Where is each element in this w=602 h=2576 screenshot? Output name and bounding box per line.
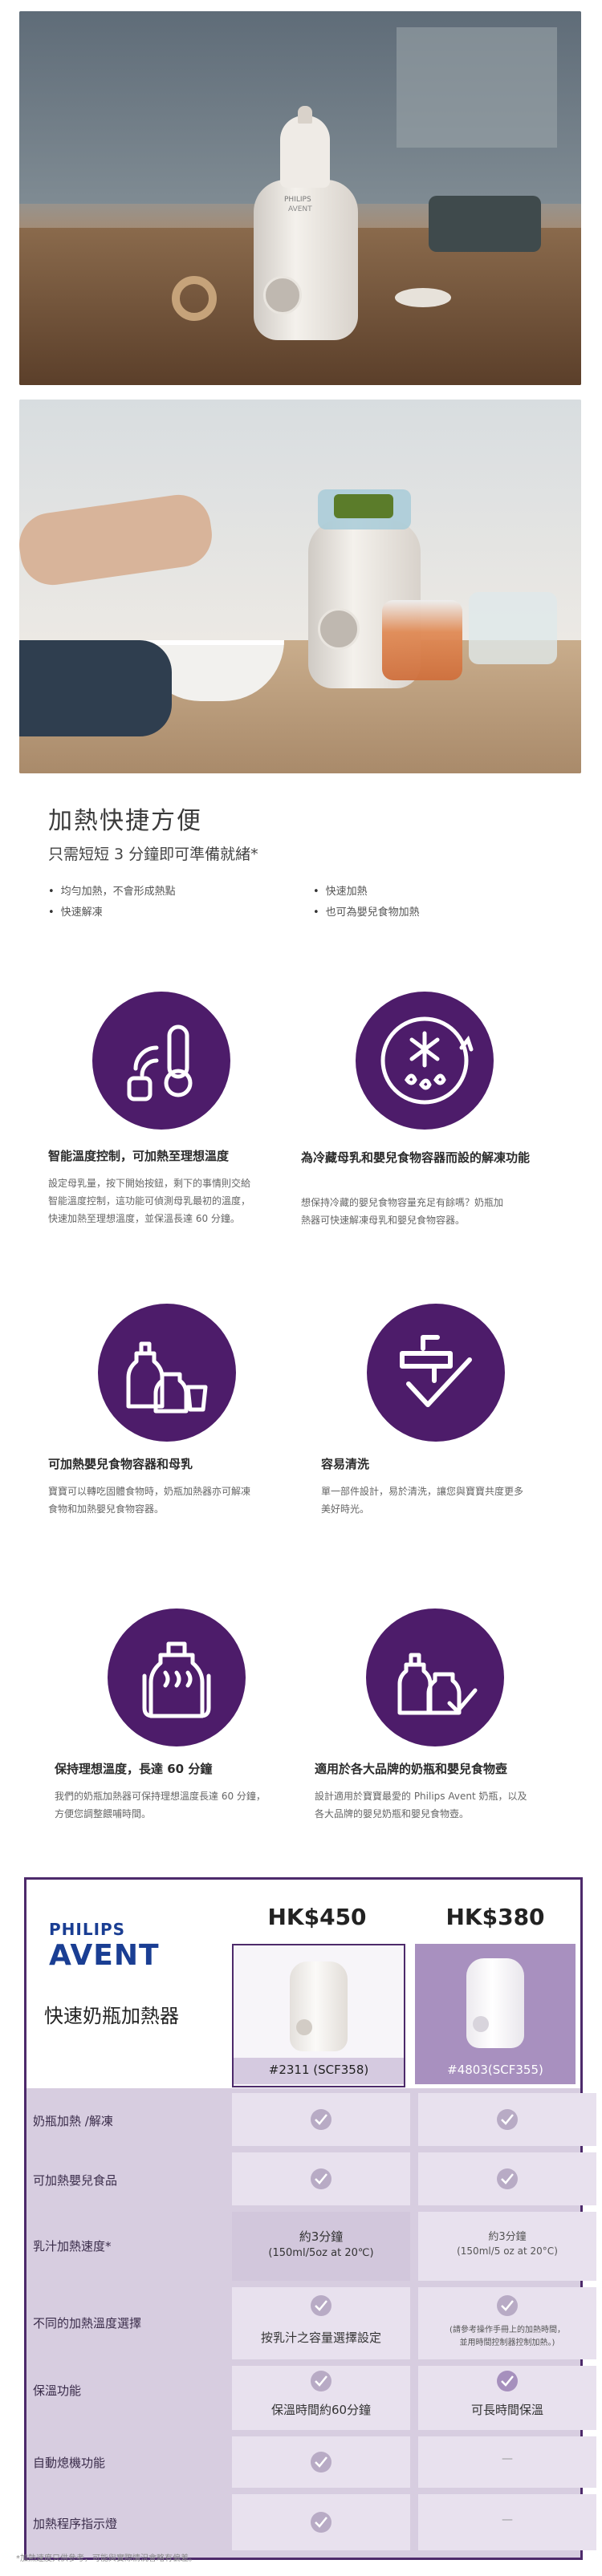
product-a-header: HK$450 #2311 (SCF358) xyxy=(224,1880,410,2088)
keep-warm-a: 保溫時間約60分鐘 xyxy=(270,2403,372,2417)
row-label: 加熱程序指示燈 xyxy=(33,2517,118,2531)
temp-select-b: (請參考操作手冊上的加熱時間， xyxy=(449,2326,565,2335)
feature-desc: 設計適用於寶寶最愛的 Philips Avent 奶瓶，以及 各大品牌的嬰兒奶瓶和… xyxy=(315,1791,527,1819)
check-icon xyxy=(311,2168,332,2189)
bullet-item: 均勻加熱，不會形成熱點 xyxy=(48,882,176,898)
product-sub-label: AVENT xyxy=(288,205,312,213)
speed-note-b: (150ml/5 oz at 20°C) xyxy=(457,2245,558,2257)
not-available-mark: — xyxy=(502,2452,513,2465)
feature-title: 可加熱嬰兒食物容器和母乳 xyxy=(48,1457,193,1471)
check-icon xyxy=(311,2371,332,2391)
brand-header-cell: PHILIPS AVENT 快速奶瓶加熱器 xyxy=(26,1880,224,2088)
comparison-table: PHILIPS AVENT 快速奶瓶加熱器 HK$450 #2311 (SCF3… xyxy=(24,1877,596,2560)
check-icon xyxy=(311,2452,332,2473)
intro-subtitle: 只需短短 3 分鐘即可準備就緒* xyxy=(48,846,258,863)
thermometer-icon xyxy=(92,992,230,1130)
product-a-model: #2311 (SCF358) xyxy=(268,2063,369,2077)
brand-avent-logo: AVENT xyxy=(49,1939,160,1972)
product-b-header: HK$380 #4803(SCF355) xyxy=(410,1880,580,2088)
bottle-check-icon xyxy=(366,1608,504,1746)
check-icon xyxy=(497,2168,518,2189)
product-a-price: HK$450 xyxy=(267,1904,367,1930)
hero-photo-kitchen: PHILIPS AVENT xyxy=(19,11,581,385)
footnote: *加熱速度只供參考，可能與實際情況會略有偏差。 xyxy=(16,2554,197,2563)
defrost-icon xyxy=(356,992,494,1130)
table-row: 保溫功能 保溫時間約60分鐘 可長時間保溫 xyxy=(26,2366,596,2430)
table-row: 乳汁加熱速度* 約3分鐘 (150ml/5oz at 20℃) 約3分鐘 (15… xyxy=(26,2212,596,2281)
table-row: 自動熄機功能 — xyxy=(26,2436,596,2488)
product-b-image: #4803(SCF355) xyxy=(415,1944,576,2084)
check-icon xyxy=(497,2295,518,2316)
row-label: 不同的加熱溫度選擇 xyxy=(33,2316,142,2331)
check-icon xyxy=(311,2109,332,2130)
speed-value-a: 約3分鐘 xyxy=(299,2229,344,2244)
table-row: 加熱程序指示燈 — xyxy=(26,2494,596,2550)
temp-select-b-note: 並用時間控制器控制加熱。) xyxy=(459,2339,555,2347)
speed-value-b: 約3分鐘 xyxy=(488,2231,527,2243)
check-icon xyxy=(311,2295,332,2316)
product-a-image: #2311 (SCF358) xyxy=(232,1944,405,2087)
row-label: 可加熱嬰兒食品 xyxy=(33,2173,118,2188)
check-icon xyxy=(311,2512,332,2533)
row-label: 自動熄機功能 xyxy=(33,2456,106,2470)
feature-title: 容易清洗 xyxy=(321,1457,370,1471)
not-available-mark: — xyxy=(502,2513,513,2526)
feature-desc: 我們的奶瓶加熱器可保持理想溫度長達 60 分鐘， 方便您調整餵哺時間。 xyxy=(55,1791,266,1819)
product-brand-label: PHILIPS xyxy=(284,196,311,204)
feature-desc: 單一部件設計，易於清洗，讓您與寶寶共度更多 美好時光。 xyxy=(321,1486,524,1515)
feature-title: 適用於各大品牌的奶瓶和嬰兒食物壺 xyxy=(315,1762,508,1776)
feature-title: 為冷藏母乳和嬰兒食物容器而設的解凍功能 xyxy=(301,1150,531,1165)
table-row: 不同的加熱溫度選擇 按乳汁之容量選擇設定 (請參考操作手冊上的加熱時間， 並用時… xyxy=(26,2287,596,2359)
keep-warm-b: 可長時間保溫 xyxy=(470,2403,543,2417)
product-b-price: HK$380 xyxy=(445,1904,545,1930)
feature-title: 智能溫度控制，可加熱至理想溫度 xyxy=(48,1149,230,1163)
speed-note-a: (150ml/5oz at 20℃) xyxy=(268,2247,374,2259)
warm-bottle-icon xyxy=(108,1608,246,1746)
tap-check-icon xyxy=(367,1304,505,1442)
temp-select-a: 按乳汁之容量選擇設定 xyxy=(260,2331,381,2345)
row-label: 乳汁加熱速度* xyxy=(33,2239,112,2253)
bullet-item: 也可為嬰兒食物加熱 xyxy=(313,903,420,919)
check-icon xyxy=(497,2109,518,2130)
feature-desc: 設定母乳量，按下開始按鈕，剩下的事情則交給 智能溫度控制，這功能可偵測母乳最初的溫… xyxy=(48,1178,251,1224)
product-b-model: #4803(SCF355) xyxy=(447,2063,543,2077)
feature-desc: 想保持冷藏的嬰兒食物容量充足有餘嗎？奶瓶加 熱器可快速解凍母乳和嬰兒食物容器。 xyxy=(301,1197,504,1226)
table-row: 奶瓶加熱 /解凍 xyxy=(26,2093,596,2146)
table-row: 可加熱嬰兒食品 xyxy=(26,2152,596,2205)
row-label: 奶瓶加熱 /解凍 xyxy=(33,2114,113,2128)
feature-title: 保持理想溫度，長達 60 分鐘 xyxy=(55,1762,213,1776)
intro-title: 加熱快捷方便 xyxy=(48,807,202,835)
bullet-item: 快速加熱 xyxy=(313,882,368,898)
bottles-icon xyxy=(98,1304,236,1442)
product-name: 快速奶瓶加熱器 xyxy=(44,2005,179,2027)
check-icon xyxy=(497,2371,518,2391)
bullet-item: 快速解凍 xyxy=(48,903,103,919)
hero-photo-feeding xyxy=(19,400,581,773)
comparison-rows: 奶瓶加熱 /解凍 可加熱嬰兒食品 乳汁加熱速度* 約3分鐘 (150ml/5oz… xyxy=(26,2088,596,2555)
feature-desc: 寶寶可以轉吃固體食物時，奶瓶加熱器亦可解凍 食物和加熱嬰兒食物容器。 xyxy=(48,1486,251,1515)
row-label: 保溫功能 xyxy=(33,2383,82,2398)
brand-philips-logo: PHILIPS xyxy=(49,1920,126,1939)
